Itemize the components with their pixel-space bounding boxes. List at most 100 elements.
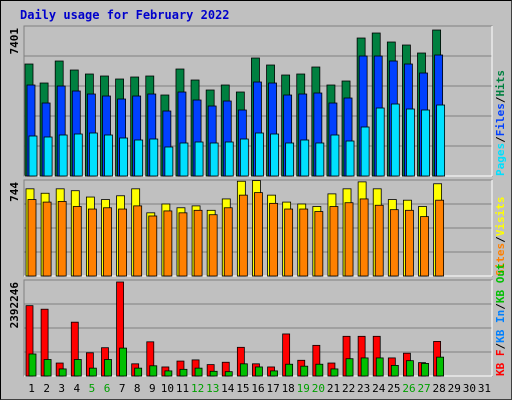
legend-entry: Visits — [494, 197, 507, 237]
day-label: 9 — [149, 382, 156, 395]
bar-kb-out — [43, 359, 52, 377]
bar-kb-out — [88, 367, 97, 377]
bar-kb-out — [73, 359, 82, 377]
bar-kb-out — [421, 363, 429, 377]
bar-kb-out — [134, 367, 143, 377]
sites-visits-max-label: 744 — [8, 182, 21, 202]
bar-pages — [224, 141, 234, 177]
day-label: 20 — [312, 382, 325, 395]
bar-sites — [314, 211, 324, 277]
bar-pages — [315, 142, 325, 177]
day-label: 25 — [387, 382, 400, 395]
day-label: 31 — [478, 382, 491, 395]
bar-kb-out — [270, 370, 278, 377]
day-label: 7 — [119, 382, 126, 395]
bar-pages — [421, 109, 430, 177]
bar-kb-out — [28, 353, 37, 377]
bar-pages — [194, 141, 204, 177]
legend-entry: / — [494, 303, 507, 310]
day-label: 26 — [402, 382, 415, 395]
bar-kb-out — [239, 363, 248, 377]
bar-pages — [58, 134, 68, 177]
bar-pages — [164, 146, 174, 177]
bar-sites — [435, 199, 445, 277]
day-label: 10 — [161, 382, 174, 395]
legend-entry: KB F — [494, 350, 507, 377]
bar-pages — [73, 133, 83, 177]
bar-sites — [193, 209, 203, 277]
day-label: 17 — [266, 382, 279, 395]
bar-sites — [27, 199, 37, 277]
bar-pages — [119, 137, 128, 177]
bar-sites — [284, 208, 294, 277]
bar-pages — [28, 135, 38, 177]
bar-sites — [420, 216, 429, 277]
sites-visits-legend: Sites/Visits — [494, 197, 507, 277]
bar-kb-out — [315, 363, 324, 377]
legend-entry: / — [494, 236, 507, 243]
bar-pages — [436, 104, 446, 177]
bar-pages — [239, 138, 249, 177]
bar-kb-out — [345, 358, 354, 377]
day-label: 6 — [104, 382, 111, 395]
bar-sites — [329, 206, 339, 277]
day-label: 18 — [282, 382, 295, 395]
bar-sites — [163, 210, 173, 277]
day-label: 19 — [297, 382, 310, 395]
bar-pages — [43, 136, 53, 177]
day-label: 28 — [433, 382, 446, 395]
bar-sites — [133, 205, 143, 277]
bar-sites — [374, 204, 384, 277]
bar-pages — [330, 134, 340, 177]
bar-sites — [405, 209, 414, 277]
bar-pages — [285, 142, 295, 177]
bar-sites — [208, 214, 218, 277]
day-label: 27 — [417, 382, 430, 395]
bar-pages — [375, 107, 385, 177]
bar-kb-out — [164, 370, 173, 377]
legend-entry: / — [494, 136, 507, 143]
bar-pages — [270, 133, 279, 177]
kbytes-max-label: 2392246 — [8, 282, 21, 329]
hits-files-pages-max-label: 7401 — [8, 28, 21, 55]
legend-entry: / — [494, 343, 507, 350]
bar-kb-out — [149, 365, 158, 377]
bar-sites — [269, 202, 278, 277]
bar-pages — [134, 139, 144, 177]
bar-sites — [87, 208, 97, 277]
day-label: 22 — [342, 382, 355, 395]
bar-sites — [148, 215, 158, 277]
day-label: 4 — [74, 382, 81, 395]
bar-pages — [406, 108, 415, 177]
bar-pages — [209, 142, 219, 177]
day-label: 16 — [251, 382, 264, 395]
bar-sites — [299, 208, 309, 277]
legend-entry: / — [494, 96, 507, 103]
bar-kb-out — [390, 364, 399, 377]
bar-kb-out — [436, 356, 445, 377]
bar-kb-out — [285, 363, 294, 377]
bar-sites — [42, 201, 52, 277]
bar-pages — [360, 126, 370, 177]
day-label: 12 — [191, 382, 204, 395]
legend-entry: Sites — [494, 243, 507, 276]
day-label: 14 — [221, 382, 235, 395]
bar-kb-out — [179, 368, 188, 377]
legend-entry: Hits — [494, 70, 507, 97]
kbytes-legend: KB F/KB In/KB Out — [494, 263, 507, 376]
day-label: 13 — [206, 382, 219, 395]
bar-kb-out — [104, 359, 112, 377]
bar-pages — [179, 142, 189, 177]
bar-sites — [178, 212, 188, 277]
bar-sites — [254, 192, 263, 277]
bar-pages — [255, 132, 264, 177]
day-label: 11 — [176, 382, 189, 395]
bar-sites — [57, 201, 67, 277]
day-label: 5 — [89, 382, 96, 395]
bar-pages — [88, 132, 98, 177]
bar-kb-out — [375, 357, 384, 377]
legend-entry: KB In — [494, 310, 507, 343]
bar-kb-out — [194, 367, 203, 377]
day-label: 8 — [134, 382, 141, 395]
